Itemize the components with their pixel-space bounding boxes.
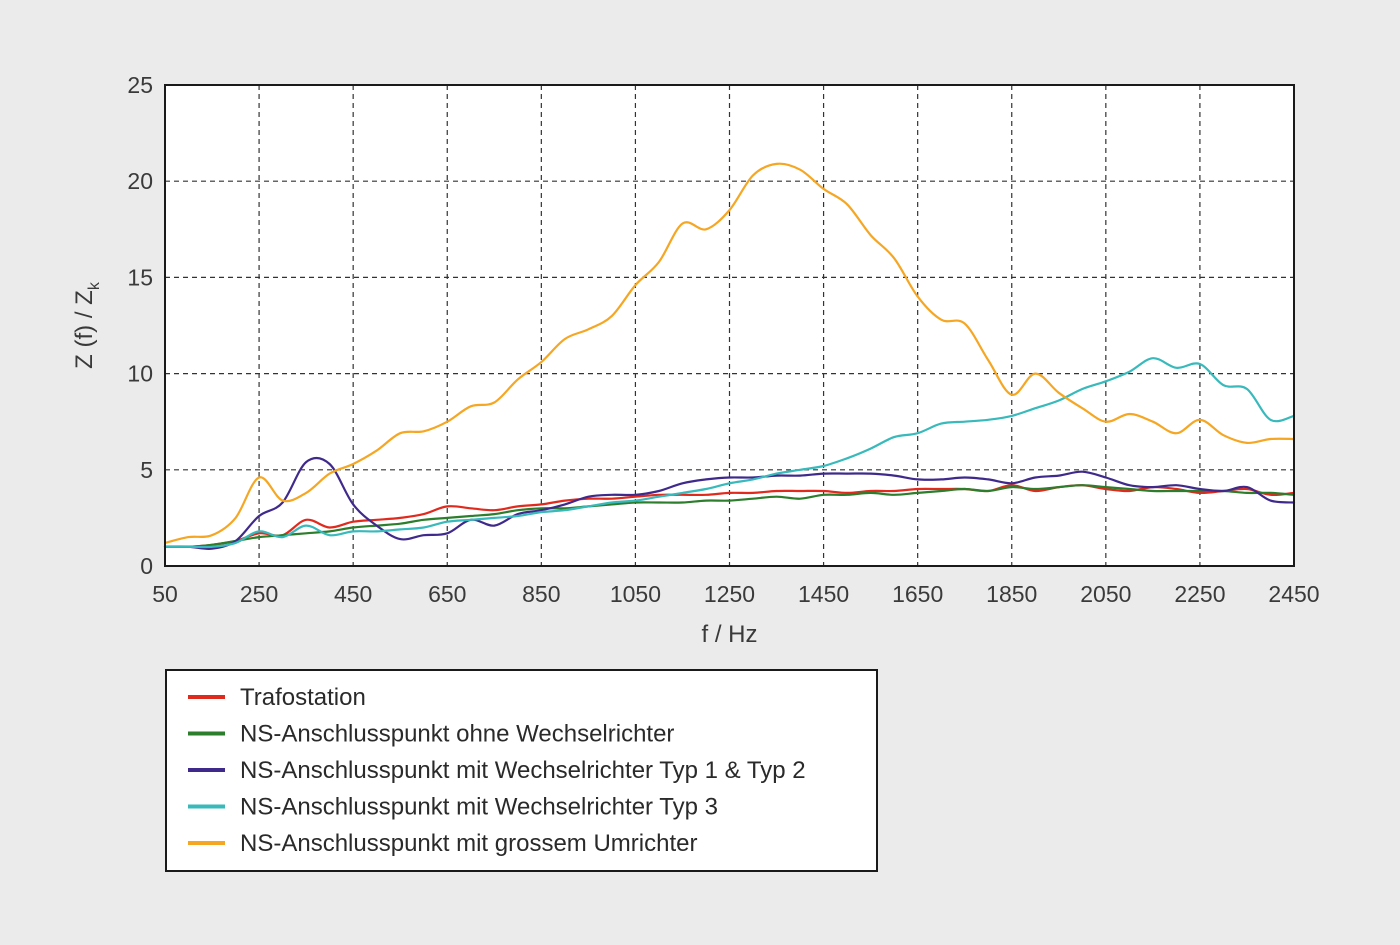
x-tick-label: 2050 [1080,581,1131,607]
legend-label: NS-Anschlusspunkt mit Wechselrichter Typ… [240,794,718,821]
x-tick-label: 2450 [1268,581,1319,607]
x-axis-title: f / Hz [701,621,757,648]
y-axis-title-main: Z (f) / Z [71,290,98,369]
x-tick-label: 650 [428,581,466,607]
legend-item-grosser-umrichter: NS-Anschlusspunkt mit grossem Umrichter [188,830,697,857]
y-axis-ticks: 0 5 10 15 20 25 [127,72,153,579]
x-tick-label: 450 [334,581,372,607]
y-tick-label: 10 [127,361,153,387]
legend-label: NS-Anschlusspunkt mit Wechselrichter Typ… [240,757,806,784]
legend-label: Trafostation [240,684,366,711]
y-axis-title: Z (f) / Zk [71,281,103,369]
series-line-typ-3 [163,357,1296,549]
legend-items: Trafostation NS-Anschlusspunkt ohne Wechs… [188,684,806,857]
legend-item-typ-3: NS-Anschlusspunkt mit Wechselrichter Typ… [188,794,718,821]
plot-frame [164,84,1295,567]
y-tick-label: 5 [140,457,153,483]
x-tick-label: 1650 [892,581,943,607]
series-line-ohne-wechselrichter [163,484,1296,549]
x-tick-label: 1850 [986,581,1037,607]
x-axis-ticks: 50 250 450 650 850 1050 1250 1450 1650 1850 2050 22… [152,581,1319,607]
y-tick-label: 0 [140,553,153,579]
series-line-trafostation [163,484,1296,549]
legend-label: NS-Anschlusspunkt mit grossem Umrichter [240,830,697,857]
series-line-grosser-umrichter [163,162,1296,544]
legend-box [165,669,878,872]
x-tick-label: 50 [152,581,178,607]
x-tick-label: 1250 [704,581,755,607]
x-tick-label: 850 [522,581,560,607]
y-axis-title-subscript: k [86,281,103,290]
y-tick-label: 20 [127,168,153,194]
x-tick-label: 250 [240,581,278,607]
legend-label: NS-Anschlusspunkt ohne Wechselrichter [240,721,674,748]
legend-item-typ-1-2: NS-Anschlusspunkt mit Wechselrichter Typ… [188,757,806,784]
x-tick-label: 1050 [610,581,661,607]
x-tick-label: 2250 [1174,581,1225,607]
legend-item-trafostation: Trafostation [188,684,366,711]
y-tick-label: 25 [127,72,153,98]
legend-item-ohne-wechselrichter: NS-Anschlusspunkt ohne Wechselrichter [188,721,674,748]
grid [165,85,1294,566]
x-tick-label: 1450 [798,581,849,607]
legend: Trafostation NS-Anschlusspunkt ohne Wechs… [165,669,878,872]
y-tick-label: 15 [127,264,153,290]
series-lines [163,162,1296,550]
series-line-typ-1-2 [163,456,1296,550]
